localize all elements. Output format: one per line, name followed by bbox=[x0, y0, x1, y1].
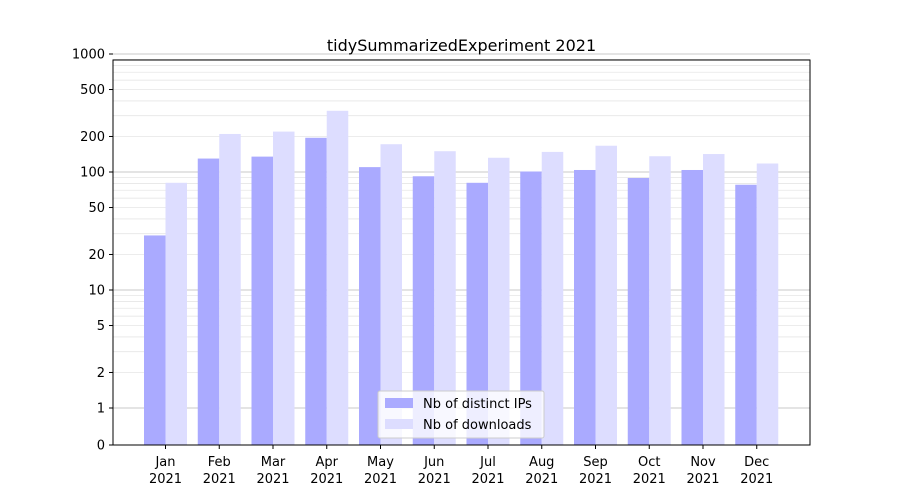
y-tick-label: 200 bbox=[80, 130, 105, 145]
x-tick-label-month: Jan bbox=[154, 455, 175, 470]
y-tick-label: 5 bbox=[97, 319, 105, 334]
y-tick-label: 100 bbox=[80, 166, 105, 181]
bar-distinct-ips bbox=[681, 169, 703, 446]
x-tick-label-month: Jun bbox=[423, 455, 444, 470]
bar-distinct-ips bbox=[412, 176, 435, 445]
bar-distinct-ips bbox=[197, 158, 220, 445]
bar-distinct-ips bbox=[520, 171, 542, 445]
legend: Nb of distinct IPs Nb of downloads bbox=[377, 390, 545, 439]
legend-label-ips: Nb of distinct IPs bbox=[423, 397, 532, 412]
bar-downloads bbox=[649, 156, 671, 445]
bar-downloads bbox=[434, 151, 456, 445]
legend-swatch-downloads bbox=[385, 419, 413, 429]
y-tick-label: 50 bbox=[88, 201, 105, 216]
x-tick-label-month: Nov bbox=[690, 455, 716, 470]
plot-frame bbox=[112, 59, 811, 446]
y-tick-label: 500 bbox=[80, 83, 105, 98]
x-tick-label-year: 2021 bbox=[203, 472, 236, 487]
bar-distinct-ips bbox=[359, 167, 381, 445]
x-tick-label-year: 2021 bbox=[686, 472, 719, 487]
y-tick-label: 1 bbox=[97, 402, 105, 417]
x-tick-label-month: Sep bbox=[583, 455, 608, 470]
x-tick-label-year: 2021 bbox=[633, 472, 666, 487]
bar-distinct-ips bbox=[305, 137, 327, 445]
bars bbox=[144, 110, 779, 446]
x-tick-label-year: 2021 bbox=[740, 472, 773, 487]
x-tick-label-month: Jul bbox=[479, 455, 496, 470]
y-tick-label: 2 bbox=[97, 366, 105, 381]
bar-downloads bbox=[326, 110, 349, 445]
bar-distinct-ips bbox=[144, 235, 166, 445]
x-tick-label-month: Feb bbox=[208, 455, 231, 470]
bar-downloads bbox=[541, 151, 564, 445]
legend-swatch-ips bbox=[385, 398, 413, 408]
bar-downloads bbox=[756, 163, 779, 445]
y-tick-label: 1000 bbox=[72, 48, 105, 63]
y-tick-label: 20 bbox=[88, 248, 105, 263]
bar-distinct-ips bbox=[466, 182, 488, 445]
y-tick-label: 10 bbox=[88, 284, 105, 299]
bar-downloads bbox=[273, 131, 295, 445]
x-tick-label-year: 2021 bbox=[471, 472, 504, 487]
x-tick-label-month: Mar bbox=[261, 455, 286, 470]
bar-downloads bbox=[595, 145, 617, 445]
x-tick-label-year: 2021 bbox=[364, 472, 397, 487]
bar-distinct-ips bbox=[574, 169, 596, 446]
bar-distinct-ips bbox=[251, 156, 273, 446]
x-tick-label-month: Oct bbox=[638, 455, 660, 470]
bar-downloads bbox=[703, 154, 725, 445]
bar-downloads bbox=[380, 144, 402, 445]
x-tick-label-month: Apr bbox=[316, 455, 339, 470]
x-tick-label-year: 2021 bbox=[525, 472, 558, 487]
x-tick-label-month: Aug bbox=[529, 455, 554, 470]
x-axis: Jan 2021 Feb 2021 Mar 2021 Apr 2021 May 2021 Jun 20… bbox=[149, 445, 773, 487]
legend-box bbox=[377, 390, 545, 439]
bar-downloads bbox=[165, 182, 187, 445]
x-tick-label-month: Dec bbox=[744, 455, 769, 470]
x-tick-label-month: May bbox=[367, 455, 394, 470]
bar-downloads bbox=[219, 133, 241, 445]
x-tick-label-year: 2021 bbox=[149, 472, 182, 487]
x-tick-label-year: 2021 bbox=[310, 472, 343, 487]
bar-downloads bbox=[488, 157, 510, 445]
x-tick-label-year: 2021 bbox=[579, 472, 612, 487]
chart-title: tidySummarizedExperiment 2021 bbox=[327, 36, 596, 55]
bar-distinct-ips bbox=[627, 177, 650, 445]
bar-distinct-ips bbox=[735, 184, 757, 445]
y-tick-label: 0 bbox=[97, 439, 105, 454]
y-axis: 0 1 2 5 10 20 50 100 200 500 1000 bbox=[72, 48, 113, 454]
x-tick-label-year: 2021 bbox=[256, 472, 289, 487]
legend-label-downloads: Nb of downloads bbox=[423, 418, 532, 433]
x-tick-label-year: 2021 bbox=[418, 472, 451, 487]
